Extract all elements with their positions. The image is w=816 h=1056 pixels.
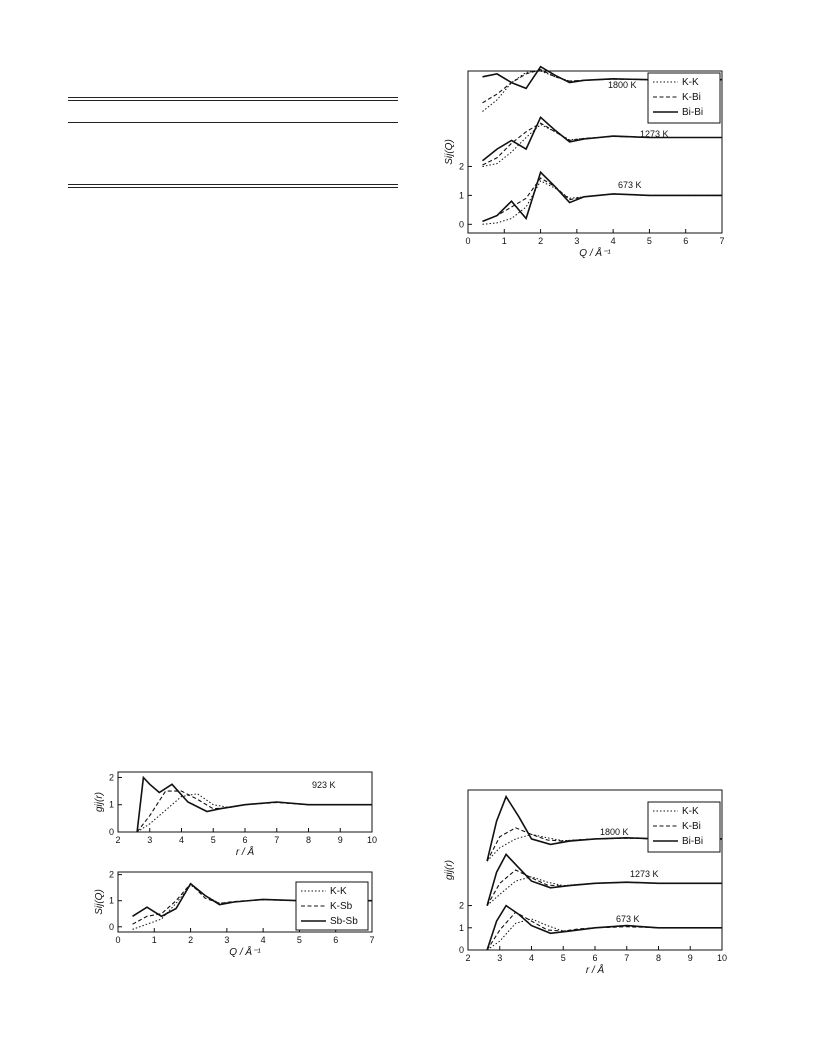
table-rule-bottom-1	[68, 184, 398, 185]
legend-box	[647, 72, 721, 124]
series-line-k-bi	[482, 177, 722, 222]
x-tick-label: 10	[717, 953, 727, 963]
x-tick-label: 6	[242, 835, 247, 845]
x-tick-label: 8	[656, 953, 661, 963]
table-rule-bottom-2	[68, 187, 398, 188]
x-tick-label: 3	[574, 236, 579, 246]
figure-gr-ksb: 2 3 4 5 6 7 8 9 10 0 1 2 r / Å gij(r) 923 K	[94, 771, 377, 858]
x-tick-label: 6	[333, 935, 338, 945]
x-tick-label: 3	[497, 953, 502, 963]
x-tick-label: 3	[224, 935, 229, 945]
x-tick-label: 7	[719, 236, 724, 246]
y-tick-label: 0	[109, 922, 114, 932]
x-tick-label: 5	[561, 953, 566, 963]
x-tick-label: 2	[538, 236, 543, 246]
x-tick-label: 4	[611, 236, 616, 246]
y-axis-label: Sij(Q)	[94, 889, 105, 915]
x-tick-label: 5	[211, 835, 216, 845]
x-tick-label: 9	[338, 835, 343, 845]
x-tick-label: 10	[367, 835, 377, 845]
y-tick-label: 0	[109, 827, 114, 837]
temperature-label: 673 K	[616, 914, 640, 924]
y-tick-label: 1	[109, 800, 114, 810]
x-tick-label: 6	[683, 236, 688, 246]
x-tick-label: 7	[274, 835, 279, 845]
y-tick-label: 1	[459, 923, 464, 933]
legend-entry: K-K	[682, 806, 699, 817]
legend-entry: K-Bi	[682, 92, 701, 103]
temperature-label: 1800 K	[600, 827, 629, 837]
series-line-k-bi	[486, 869, 722, 906]
series-line-bi-bi	[486, 904, 722, 951]
table-rule-top-2	[68, 100, 398, 101]
plot-frame	[117, 871, 373, 933]
x-tick-label: 4	[261, 935, 266, 945]
legend-entry: K-K	[682, 77, 699, 88]
x-tick-label: 4	[529, 953, 534, 963]
series-line-k-k	[136, 793, 372, 833]
x-tick-label: 2	[115, 835, 120, 845]
y-tick-label: 0	[459, 219, 464, 229]
x-tick-label: 7	[624, 953, 629, 963]
legend-entry: K-Bi	[682, 821, 701, 832]
x-tick-label: 5	[647, 236, 652, 246]
series-line-k-sb	[136, 790, 372, 833]
y-axis-label: Sij(Q)	[444, 139, 455, 165]
x-tick-label: 6	[592, 953, 597, 963]
series-line-k-k	[486, 918, 722, 951]
temperature-label: 1800 K	[608, 80, 637, 90]
x-tick-label: 4	[179, 835, 184, 845]
legend-entry: Bi-Bi	[682, 836, 703, 847]
y-tick-label: 2	[109, 870, 114, 880]
series-line-bi-bi	[486, 853, 722, 906]
y-tick-label: 1	[459, 190, 464, 200]
x-axis-label: Q / Å⁻¹	[229, 945, 261, 958]
series-line-bi-bi	[482, 170, 722, 223]
figure-sq-kbi: 0 1 2 3 4 5 6 7 0 1 2 Q / Å⁻¹ Sij(Q) 1800 K 1273 K 673 …	[444, 65, 725, 259]
temperature-label: 923 K	[312, 780, 336, 790]
table-rule-top-1	[68, 97, 398, 98]
plot-frame	[467, 70, 723, 234]
temperature-label: 673 K	[618, 180, 642, 190]
x-axis-label: r / Å	[236, 845, 255, 858]
y-tick-label: 2	[459, 161, 464, 171]
legend-entry: Sb-Sb	[330, 916, 358, 927]
x-tick-label: 5	[297, 935, 302, 945]
x-axis-label: Q / Å⁻¹	[579, 246, 611, 259]
table-rule-mid	[68, 122, 398, 123]
legend-entry: K-K	[330, 886, 347, 897]
temperature-label: 1273 K	[640, 129, 669, 139]
temperature-label: 1273 K	[630, 869, 659, 879]
x-tick-label: 0	[115, 935, 120, 945]
series-line-k-bi	[486, 911, 722, 951]
x-axis-label: r / Å	[586, 963, 605, 976]
series-line-k-k	[482, 123, 722, 167]
legend-box	[647, 801, 721, 853]
x-tick-label: 9	[688, 953, 693, 963]
x-tick-label: 7	[369, 935, 374, 945]
x-tick-label: 2	[465, 953, 470, 963]
y-tick-label: 1	[109, 896, 114, 906]
x-tick-label: 0	[465, 236, 470, 246]
legend-entry: K-Sb	[330, 901, 353, 912]
x-tick-label: 8	[306, 835, 311, 845]
figure-sq-ksb: 0 1 2 3 4 5 6 7 0 1 2 Q / Å⁻¹ Sij(Q) K-K K-Sb Sb-Sb	[94, 870, 375, 958]
series-line-sb-sb	[136, 775, 372, 833]
x-tick-label: 1	[502, 236, 507, 246]
x-tick-label: 1	[152, 935, 157, 945]
x-tick-label: 3	[147, 835, 152, 845]
y-tick-label: 0	[459, 945, 464, 955]
y-axis-label: gij(r)	[94, 792, 105, 812]
series-line-k-k	[486, 876, 722, 906]
y-tick-label: 2	[109, 772, 114, 782]
legend-entry: Bi-Bi	[682, 107, 703, 118]
series-line-bi-bi	[482, 115, 722, 162]
y-axis-label: gij(r)	[444, 860, 455, 880]
y-tick-label: 2	[459, 901, 464, 911]
x-tick-label: 2	[188, 935, 193, 945]
figure-gr-kbi: 2 3 4 5 6 7 8 9 10 0 1 2 r / Å gij(r) 1800 K 1273 K 673 …	[444, 789, 727, 976]
